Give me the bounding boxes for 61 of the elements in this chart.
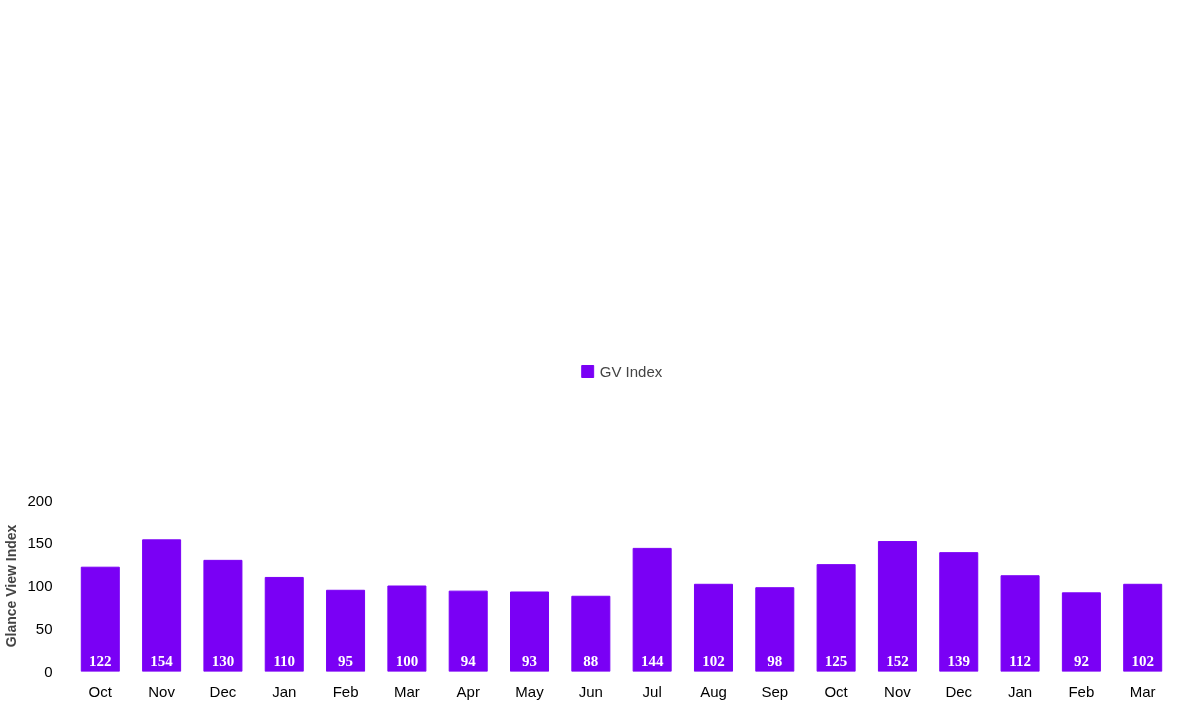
y-tick-label: 50 [35,619,53,637]
bar [203,559,243,672]
bar [80,566,120,672]
data-label: 102 [702,652,725,669]
x-tick-label: Mar [393,682,420,700]
data-label: 112 [1009,652,1031,669]
bar [1000,575,1040,672]
x-tick-label: Jul [642,682,662,700]
data-label: 100 [395,652,419,669]
data-label: 98 [767,652,783,669]
x-tick-label: Feb [1068,682,1095,700]
bar [755,587,795,672]
bar [326,589,366,672]
x-tick-label: May [515,682,545,700]
bar [387,585,427,672]
x-tick-label: Dec [945,682,973,700]
x-tick-label: Feb [332,682,359,700]
bar [264,576,304,672]
x-tick-label: Nov [884,682,912,700]
data-label: 110 [273,652,296,669]
data-label: 130 [211,652,235,669]
x-tick-label: Mar [1129,682,1156,700]
x-tick-label: Oct [824,682,849,700]
bar [510,591,550,672]
x-tick-label: Aug [700,682,727,700]
data-label: 125 [824,652,848,669]
x-tick-label: Apr [456,682,480,700]
data-label: 92 [1073,652,1089,669]
x-tick-label: Jan [272,682,297,700]
bar [448,590,488,672]
bar [1123,583,1163,672]
data-label: 144 [640,652,664,669]
data-label: 93 [522,652,538,669]
x-tick-label: Dec [209,682,237,700]
bar [571,595,611,672]
x-tick-label: Jan [1007,682,1033,700]
x-tick-label: Sep [761,682,789,700]
bar [632,547,672,672]
x-tick-label: Jun [578,682,603,700]
data-label: 95 [338,652,354,669]
bar [693,583,733,672]
bar [142,539,182,672]
bar [939,552,979,672]
y-tick-label: 100 [27,577,53,594]
data-label: 94 [460,652,477,669]
data-label: 122 [89,652,112,669]
legend-label: GV Index [599,362,663,380]
y-tick-label: 200 [27,491,53,509]
bar [816,564,856,672]
data-label: 154 [150,652,174,669]
bar [877,541,917,672]
data-label: 102 [1131,652,1154,669]
data-label: 152 [886,652,909,669]
x-tick-label: Oct [88,682,113,700]
data-label: 88 [583,652,599,669]
y-axis-title: Glance View Index [3,524,20,648]
y-tick-label: 0 [44,662,53,680]
data-label: 139 [947,652,970,669]
bar [1061,592,1101,672]
x-tick-label: Nov [148,682,176,700]
y-tick-label: 150 [27,534,53,552]
